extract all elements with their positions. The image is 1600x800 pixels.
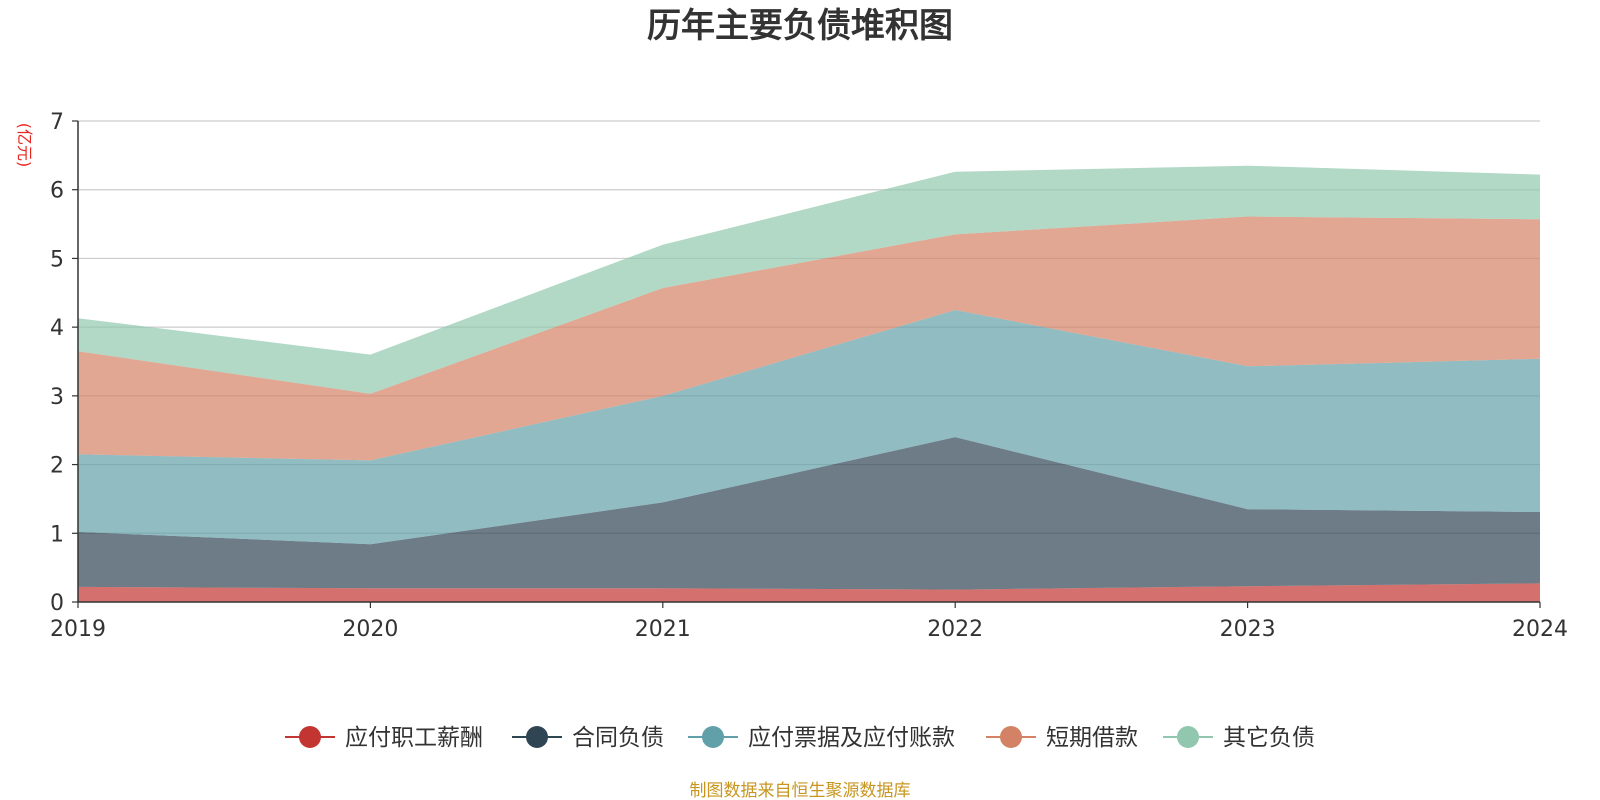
y-axis-unit: (亿元) [15,123,34,168]
x-tick-label: 2020 [342,617,398,642]
y-tick-label: 2 [50,454,64,479]
y-tick-label: 1 [50,522,64,547]
chart-title: 历年主要负债堆积图 [647,6,953,46]
axes: 0 1 2 3 4 5 6 7 2019 2020 2021 2022 2023 2024 [50,110,1568,642]
x-tick-label: 2023 [1220,617,1276,642]
legend-label: 合同负债 [572,725,664,751]
legend-label: 应付职工薪酬 [345,725,483,751]
area-series-3 [78,216,1540,461]
x-tick-label: 2019 [50,617,106,642]
legend[interactable]: 应付职工薪酬 合同负债 应付票据及应付账款 短期借款 其它负债 [285,725,1315,751]
legend-marker [1000,726,1022,748]
legend-item-3[interactable]: 短期借款 [986,725,1138,751]
legend-item-0[interactable]: 应付职工薪酬 [285,725,483,751]
x-tick-label: 2024 [1512,617,1568,642]
legend-marker [526,726,548,748]
y-tick-label: 5 [50,247,64,272]
legend-item-1[interactable]: 合同负债 [512,725,664,751]
legend-label: 应付票据及应付账款 [748,725,955,751]
legend-item-4[interactable]: 其它负债 [1163,725,1315,751]
area-series-2 [78,310,1540,545]
area-series [78,165,1540,602]
legend-marker [299,726,321,748]
legend-item-2[interactable]: 应付票据及应付账款 [688,725,955,751]
legend-marker [1177,726,1199,748]
x-tick-label: 2022 [927,617,983,642]
area-series-1 [78,437,1540,590]
y-tick-label: 6 [50,179,64,204]
area-series-0 [78,583,1540,602]
legend-label: 短期借款 [1046,725,1138,751]
y-tick-label: 7 [50,110,64,135]
data-source-note: 制图数据来自恒生聚源数据库 [690,781,911,800]
legend-label: 其它负债 [1223,725,1315,751]
y-tick-label: 3 [50,385,64,410]
x-tick-label: 2021 [635,617,691,642]
y-tick-label: 0 [50,591,64,616]
legend-marker [702,726,724,748]
area-series-4 [78,165,1540,394]
y-tick-label: 4 [50,316,64,341]
